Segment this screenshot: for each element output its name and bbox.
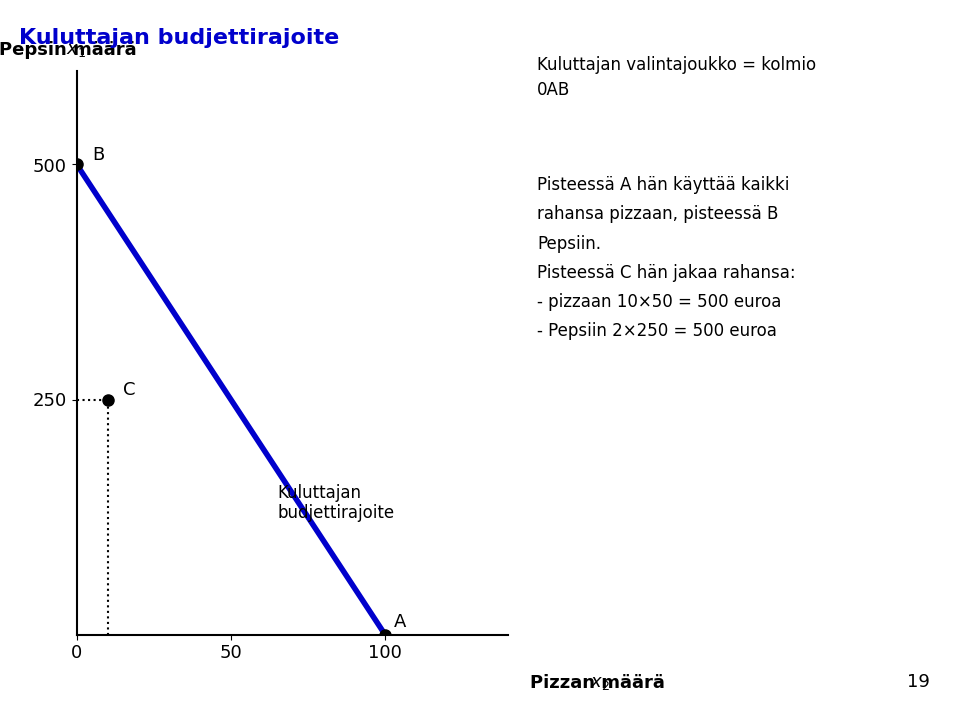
Text: C: C: [123, 381, 135, 399]
Text: 19: 19: [907, 673, 930, 691]
Text: Pepsin määrä: Pepsin määrä: [0, 41, 143, 59]
Text: $x_2$: $x_2$: [591, 674, 610, 692]
Text: Kuluttajan valintajoukko = kolmio
0AB: Kuluttajan valintajoukko = kolmio 0AB: [537, 56, 816, 99]
Text: $x_1$: $x_1$: [66, 41, 86, 59]
Text: A: A: [394, 613, 407, 631]
Text: Pisteessä A hän käyttää kaikki
rahansa pizzaan, pisteessä B
Pepsiin.
Pisteessä C: Pisteessä A hän käyttää kaikki rahansa p…: [537, 176, 796, 341]
Text: Kuluttajan
budjettirajoite: Kuluttajan budjettirajoite: [277, 484, 394, 522]
Text: Pizzan määrä: Pizzan määrä: [530, 674, 671, 692]
Text: B: B: [92, 146, 105, 164]
Text: Kuluttajan budjettirajoite: Kuluttajan budjettirajoite: [19, 28, 339, 48]
